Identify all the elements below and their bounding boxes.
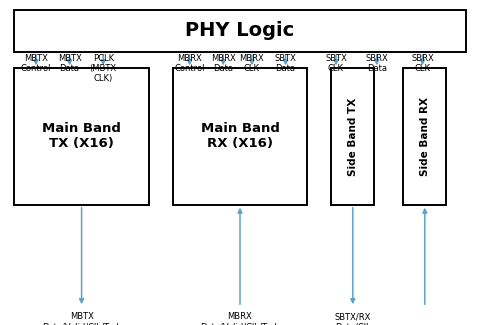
- Bar: [403, 68, 446, 205]
- Bar: [173, 68, 307, 205]
- Text: MBRX
Data/Valid/Clk/Trak: MBRX Data/Valid/Clk/Trak: [200, 312, 280, 325]
- Text: Main Band
TX (X16): Main Band TX (X16): [42, 123, 121, 150]
- Text: Side Band TX: Side Band TX: [348, 98, 358, 176]
- Text: MBRX
CLK: MBRX CLK: [240, 54, 264, 73]
- Text: Side Band RX: Side Band RX: [420, 97, 430, 176]
- Text: SBTX
Data: SBTX Data: [275, 54, 297, 73]
- Text: SBRX
CLK: SBRX CLK: [411, 54, 434, 73]
- Text: SBTX/RX
Data/Clk: SBTX/RX Data/Clk: [335, 312, 371, 325]
- Text: MBRX
Data: MBRX Data: [211, 54, 236, 73]
- Text: Main Band
RX (X16): Main Band RX (X16): [201, 123, 279, 150]
- Text: PCLK
(MBTX
CLK): PCLK (MBTX CLK): [90, 54, 117, 83]
- Text: MBTX
Control: MBTX Control: [21, 54, 51, 73]
- Text: SBRX
Data: SBRX Data: [365, 54, 388, 73]
- Text: MBTX
Data: MBTX Data: [58, 54, 82, 73]
- Bar: [14, 10, 466, 52]
- Text: MBTX
Data/Valid/Clk/Trak: MBTX Data/Valid/Clk/Trak: [42, 312, 121, 325]
- Bar: [331, 68, 374, 205]
- Text: PHY Logic: PHY Logic: [185, 21, 295, 40]
- Text: SBTX
CLK: SBTX CLK: [325, 54, 347, 73]
- Text: MBRX
Control: MBRX Control: [174, 54, 205, 73]
- Bar: [14, 68, 149, 205]
